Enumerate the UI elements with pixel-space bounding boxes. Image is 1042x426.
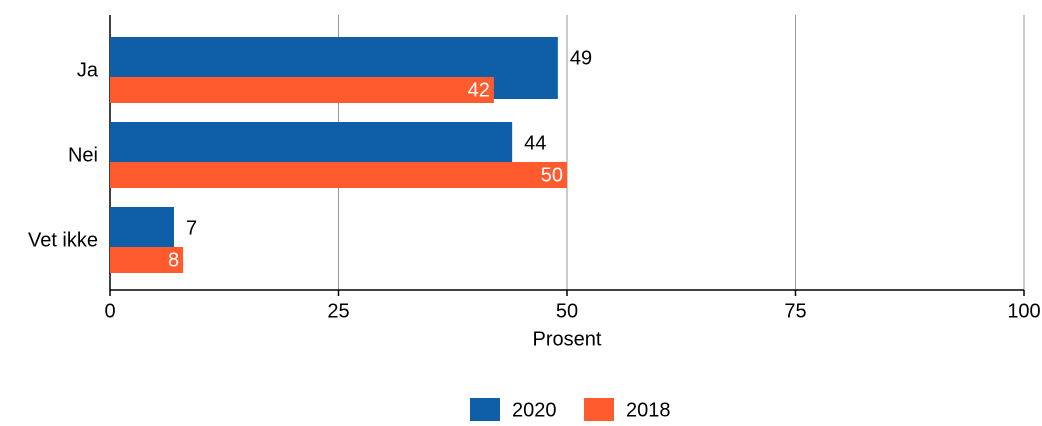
value-label: 44 (524, 132, 546, 154)
legend-label: 2018 (626, 399, 671, 421)
x-tick-label: 25 (327, 300, 349, 322)
y-tick-label: Vet ikke (28, 229, 98, 251)
x-tick-label: 100 (1007, 300, 1040, 322)
bar (110, 162, 567, 188)
value-label: 50 (541, 164, 563, 186)
y-tick-label: Ja (77, 59, 99, 81)
x-tick-label: 0 (104, 300, 115, 322)
value-label: 8 (168, 249, 179, 271)
x-axis-label: Prosent (533, 328, 602, 350)
bar (110, 247, 184, 273)
value-label: 7 (186, 217, 197, 239)
value-label: 49 (570, 47, 592, 69)
y-tick-label: Nei (68, 144, 98, 166)
legend-swatch (584, 398, 614, 423)
bar (110, 77, 494, 103)
legend-label: 2020 (512, 399, 557, 421)
x-tick-label: 50 (556, 300, 578, 322)
value-label: 42 (468, 79, 490, 101)
x-tick-label: 75 (784, 300, 806, 322)
legend-swatch (470, 398, 500, 423)
